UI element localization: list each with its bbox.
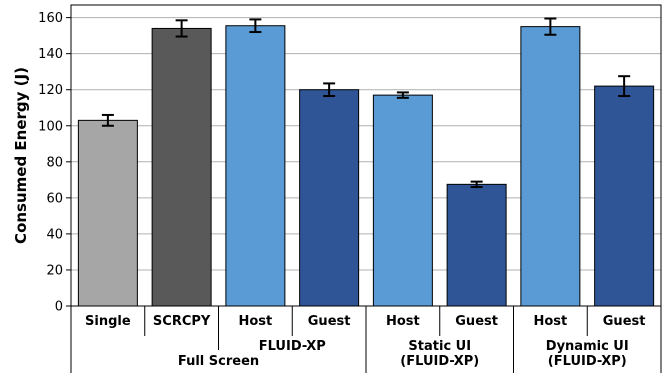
bar — [594, 85, 655, 307]
y-tick-label: 0 — [55, 300, 63, 315]
y-tick-label: 140 — [38, 47, 63, 62]
error-bars — [101, 17, 631, 189]
group-label: Dynamic UI — [546, 339, 629, 354]
group-sublabel: (FLUID-XP) — [548, 354, 627, 369]
bar-category-label: Guest — [308, 314, 351, 329]
bar — [520, 26, 581, 307]
group-label: Full Screen — [178, 354, 259, 369]
y-tick-label: 120 — [38, 83, 63, 98]
y-tick-label: 60 — [46, 191, 63, 206]
bar — [151, 27, 212, 307]
y-axis-title: Consumed Energy (J) — [12, 67, 30, 244]
bar-category-label: Guest — [603, 314, 646, 329]
y-tick-label: 80 — [46, 155, 63, 170]
x-axis-categories: Single SCRCPY Host Guest Host Guest Host Guest F… — [70, 306, 662, 373]
group-label: Static UI — [408, 339, 471, 354]
bar — [299, 89, 360, 307]
group-sublabel: (FLUID-XP) — [400, 354, 479, 369]
bar-category-label: Single — [85, 314, 131, 329]
y-tick-label: 160 — [38, 11, 63, 26]
bar — [77, 119, 138, 307]
group-label: FLUID-XP — [259, 339, 326, 354]
bar — [372, 94, 433, 307]
y-tick-label: 40 — [46, 227, 63, 242]
bar-category-label: Guest — [455, 314, 498, 329]
bar — [225, 25, 286, 307]
y-axis-ticks: 0 20 40 60 80 100 120 140 160 — [38, 11, 71, 315]
y-tick-label: 100 — [38, 119, 63, 134]
bar — [446, 183, 507, 307]
bar-category-label: Host — [238, 314, 272, 329]
bars — [77, 25, 655, 307]
bar-category-label: SCRCPY — [153, 314, 211, 329]
y-tick-label: 20 — [46, 263, 63, 278]
bar-category-label: Host — [386, 314, 420, 329]
bar-category-label: Host — [533, 314, 567, 329]
